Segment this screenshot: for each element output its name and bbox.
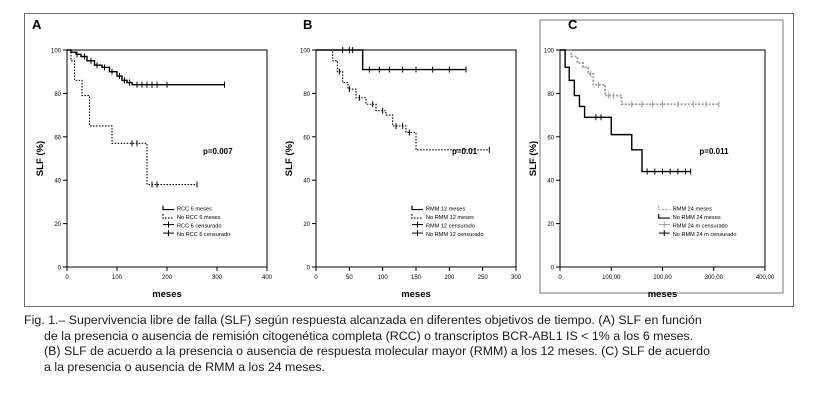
- p-value-annotation: p=0.01: [452, 147, 478, 156]
- y-tick-label: 0: [551, 266, 555, 272]
- x-tick-label: 200: [444, 275, 455, 281]
- p-value-annotation: p=0.011: [699, 147, 729, 156]
- legend-entry: RMM 12 censurado: [426, 224, 475, 230]
- panel-label: B: [303, 17, 312, 32]
- series-line-responders: [560, 49, 719, 106]
- x-tick-label: 200,00: [653, 275, 672, 281]
- legend-entry: RMM 24 meses: [673, 207, 712, 213]
- legend-entry: No RMM 12 censurado: [426, 232, 484, 238]
- x-tick-label: 0: [65, 275, 69, 281]
- legend-swatch: [162, 205, 174, 211]
- y-tick-label: 60: [547, 135, 554, 141]
- y-tick-label: 0: [307, 266, 311, 272]
- caption-line-2: de la presencia o ausencia de remisión c…: [44, 328, 694, 343]
- series-line-responders: [316, 49, 466, 71]
- y-tick-label: 40: [547, 179, 554, 185]
- chart-panel-c: C 0 20 40 60 80 100 0 100,00 200,00 300,00 400,00 me…: [528, 17, 784, 300]
- series-line-responders: [67, 49, 225, 86]
- legend-entry: No RMM 12 meses: [426, 215, 474, 221]
- y-axis-label: SLF (%): [35, 141, 46, 176]
- legend-entry: No RMM 24 m censurado: [673, 232, 737, 238]
- legend-entry: RMM 24 m censurado: [673, 224, 728, 230]
- caption-line-3: (B) SLF de acuerdo a la presencia o ause…: [44, 344, 710, 358]
- legend-swatch: [658, 205, 670, 211]
- y-tick-label: 40: [303, 179, 310, 185]
- x-tick-label: 150: [411, 275, 422, 281]
- y-tick-label: 60: [54, 135, 61, 141]
- y-axis-label: SLF (%): [284, 141, 295, 176]
- chart-panel-b: B 0 20 40 60 80 100 0 50 100 150 200 250 300 meses SLF …: [284, 17, 522, 300]
- y-tick-label: 100: [300, 49, 311, 55]
- legend-entry: RCC 6 meses: [177, 207, 212, 213]
- x-axis-label: meses: [648, 289, 678, 300]
- x-tick-label: 0: [314, 275, 318, 281]
- figure-caption: Fig. 1.– Supervivencia libre de falla (S…: [24, 313, 804, 375]
- legend-entry: RCC 6 censurado: [177, 224, 221, 230]
- y-tick-label: 80: [547, 92, 554, 98]
- x-tick-label: 400,00: [756, 275, 775, 281]
- y-tick-label: 20: [547, 222, 554, 228]
- y-tick-label: 40: [54, 179, 61, 185]
- chart-panel-a: A 0 20 40 60 80 100 0 100 200 300 400 meses SLF (%) p=…: [32, 17, 273, 300]
- legend-swatch: [658, 214, 670, 219]
- y-tick-label: 80: [54, 92, 61, 98]
- legend-entry: RMM 12 meses: [426, 207, 465, 213]
- caption-line-1: Fig. 1.– Supervivencia libre de falla (S…: [24, 313, 702, 327]
- x-tick-label: 50: [346, 275, 353, 281]
- x-tick-label: 300: [212, 275, 223, 281]
- x-tick-label: 400: [262, 275, 273, 281]
- p-value-annotation: p=0.007: [203, 147, 233, 156]
- x-tick-label: 100,00: [602, 275, 621, 281]
- y-tick-label: 80: [303, 92, 310, 98]
- y-tick-label: 100: [544, 49, 555, 55]
- legend-swatch: [411, 205, 423, 211]
- x-tick-label: 300: [511, 275, 522, 281]
- caption-line-4: a la presencia o ausencia de RMM a los 2…: [44, 359, 325, 374]
- series-line-non-responders: [560, 49, 691, 173]
- x-axis-label: meses: [401, 289, 431, 300]
- x-tick-label: 0: [558, 275, 562, 281]
- legend-entry: No RCC 6 censurado: [177, 232, 230, 238]
- y-axis-label: SLF (%): [528, 141, 539, 176]
- y-tick-label: 20: [303, 222, 310, 228]
- legend-entry: No RCC 6 meses: [177, 215, 221, 221]
- x-axis-label: meses: [152, 289, 182, 300]
- y-tick-label: 100: [51, 49, 62, 55]
- x-tick-label: 200: [162, 275, 173, 281]
- x-tick-label: 100: [112, 275, 123, 281]
- plot-area: [315, 49, 517, 268]
- panel-label: A: [32, 17, 42, 32]
- legend-swatch: [162, 214, 174, 219]
- y-tick-label: 20: [54, 222, 61, 228]
- y-tick-label: 60: [303, 135, 310, 141]
- x-tick-label: 250: [478, 275, 489, 281]
- x-tick-label: 300,00: [705, 275, 724, 281]
- panel-label: C: [568, 17, 578, 32]
- legend-swatch: [411, 214, 423, 219]
- x-tick-label: 100: [378, 275, 389, 281]
- legend-entry: No RMM 24 meses: [673, 215, 721, 221]
- y-tick-label: 0: [58, 266, 62, 272]
- series-line-non-responders: [67, 49, 197, 186]
- series-line-non-responders: [316, 49, 490, 151]
- panel-border: [539, 19, 784, 294]
